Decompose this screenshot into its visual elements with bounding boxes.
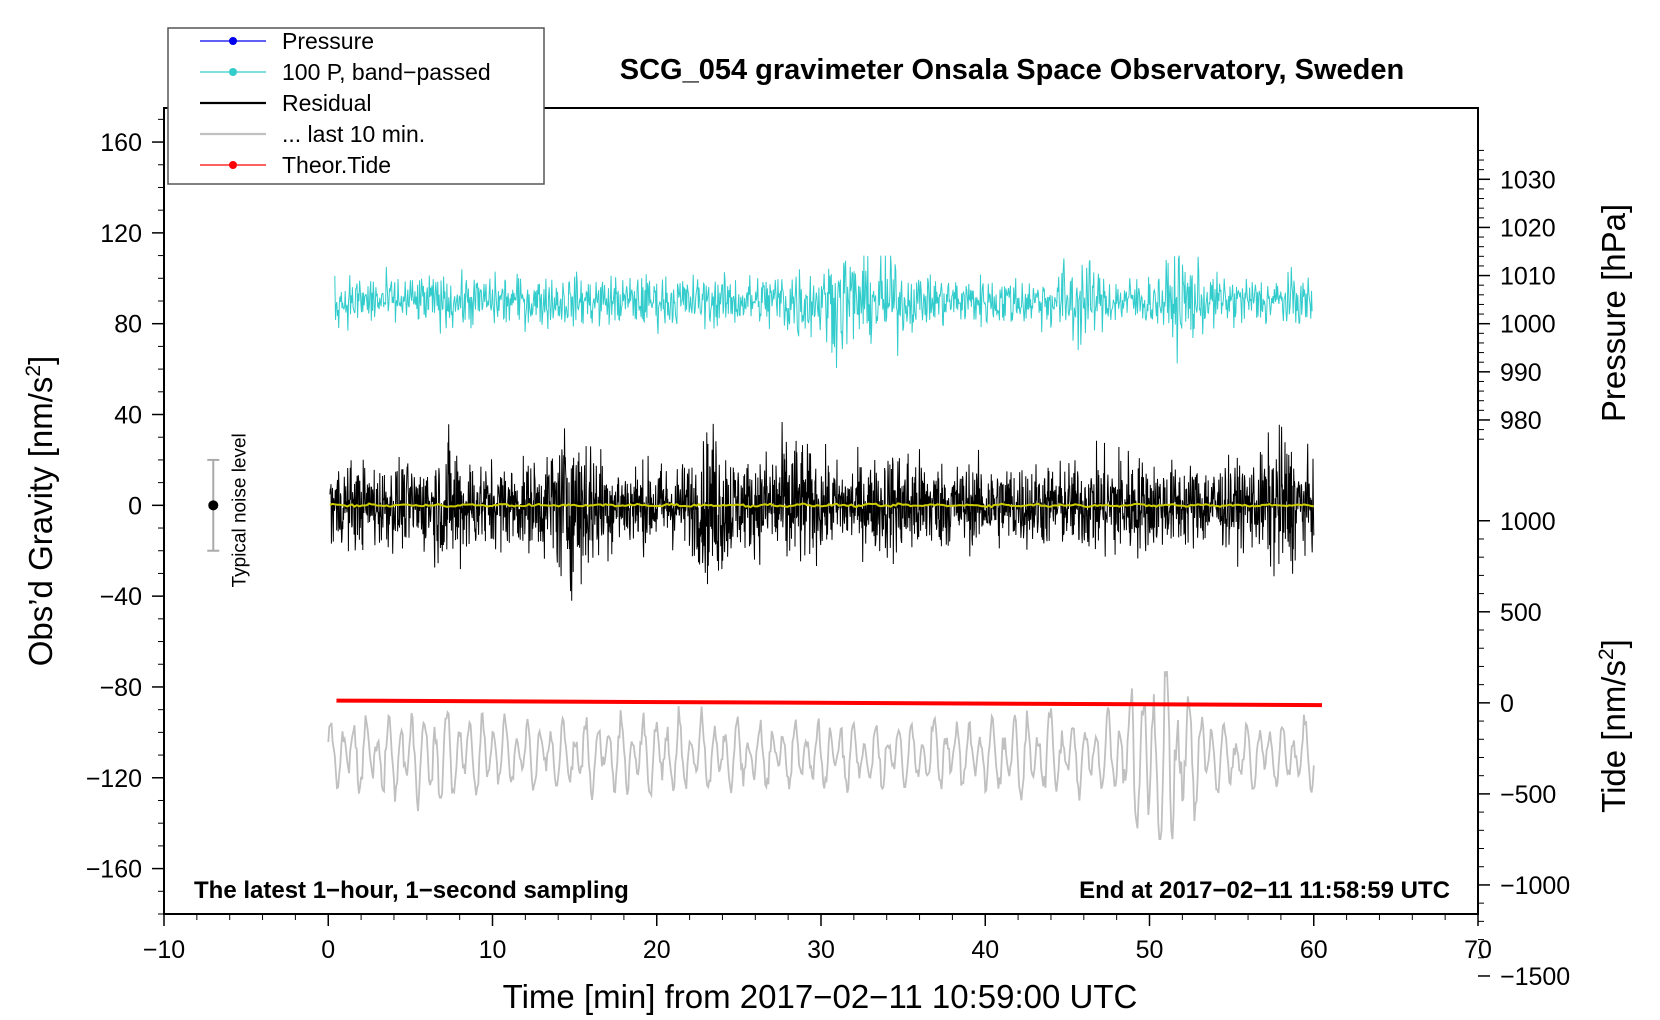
y-axis-label-left: Obs’d Gravity [nm/s2] [22, 356, 59, 667]
tide-tick-label: −1000 [1500, 872, 1570, 900]
x-tick-label: 20 [643, 936, 671, 964]
annotation-right: End at 2017−02−11 11:58:59 UTC [1079, 877, 1450, 904]
legend-box [167, 27, 545, 185]
tide-tick-label: 500 [1500, 599, 1542, 627]
y-tick-label: −120 [86, 765, 142, 793]
y-axis-label-tide-sup: 2 [1595, 648, 1618, 660]
y-tick-label: 120 [100, 220, 142, 248]
x-tick-label: 0 [321, 936, 335, 964]
legend-label: ... last 10 min. [282, 121, 425, 147]
legend-marker [229, 68, 237, 76]
legend-item: Residual [200, 90, 372, 116]
noise-bar-point [208, 500, 219, 511]
y-tick-label: 80 [114, 311, 142, 339]
y-axis-label-pressure: Pressure [hPa] [1595, 204, 1632, 422]
x-tick-label: 40 [971, 936, 999, 964]
pressure-tick-label: 1000 [1500, 311, 1556, 339]
x-tick-label: 50 [1136, 936, 1164, 964]
legend-label: Pressure [282, 28, 374, 54]
pressure-tick-label: 1020 [1500, 214, 1556, 242]
series-residual [329, 421, 1315, 601]
series-last-10-min [327, 670, 1315, 840]
y-tick-label: 0 [128, 492, 142, 520]
x-tick-label: 70 [1464, 936, 1492, 964]
y-axis-label-left-main: Obs’d Gravity [nm/s [22, 377, 59, 667]
tick-layer: −10 0 10 20 30 40 50 60 7016012080400−40−80−120−… [86, 118, 1570, 991]
tide-tick-label: −500 [1500, 781, 1556, 809]
y-axis-label-tide: Tide [nm/s2] [1595, 639, 1632, 813]
x-tick-label: 30 [807, 936, 835, 964]
series-residual-smoothed [329, 502, 1314, 509]
legend: Pressure 100 P, band−passed Residual ... la… [167, 27, 545, 185]
y-axis-label-tide-close: ] [1595, 639, 1632, 648]
pressure-tick-label: 1010 [1500, 263, 1556, 291]
x-tick-label: 60 [1300, 936, 1328, 964]
tide-tick-label: 1000 [1500, 508, 1556, 536]
y-tick-label: −160 [86, 856, 142, 884]
chart-title: SCG_054 gravimeter Onsala Space Observat… [620, 54, 1404, 86]
legend-label: Theor.Tide [282, 152, 391, 178]
series-pressure-band-passed [334, 255, 1313, 369]
y-axis-label-left-close: ] [22, 356, 59, 365]
y-tick-label: −40 [100, 583, 142, 611]
series-theor-tide [336, 698, 1322, 708]
noise-bar: Typical noise level [207, 433, 250, 587]
pressure-tick-label: 980 [1500, 407, 1542, 435]
pressure-tick-label: 1030 [1500, 166, 1556, 194]
noise-bar-label: Typical noise level [229, 433, 250, 587]
x-tick-label: −10 [143, 936, 185, 964]
legend-item: ... last 10 min. [200, 121, 425, 147]
x-axis-label: Time [min] from 2017−02−11 10:59:00 UTC [503, 978, 1138, 1015]
legend-item: Theor.Tide [200, 152, 391, 178]
y-axis-label-left-sup: 2 [22, 365, 45, 377]
tide-tick-label: 0 [1500, 690, 1514, 718]
series-layer [327, 255, 1322, 840]
x-tick-label: 10 [479, 936, 507, 964]
legend-marker [229, 161, 237, 169]
legend-item: 100 P, band−passed [200, 59, 491, 85]
pressure-tick-label: 990 [1500, 359, 1542, 387]
y-axis-label-tide-main: Tide [nm/s [1595, 660, 1632, 813]
annotation-left: The latest 1−hour, 1−second sampling [194, 877, 629, 904]
y-tick-label: 40 [114, 402, 142, 430]
legend-item: Pressure [200, 28, 374, 54]
legend-marker [229, 37, 237, 45]
y-tick-label: −80 [100, 674, 142, 702]
legend-label: Residual [282, 90, 372, 116]
y-tick-label: 160 [100, 129, 142, 157]
legend-label: 100 P, band−passed [282, 59, 491, 85]
tide-tick-label: −1500 [1500, 963, 1570, 991]
